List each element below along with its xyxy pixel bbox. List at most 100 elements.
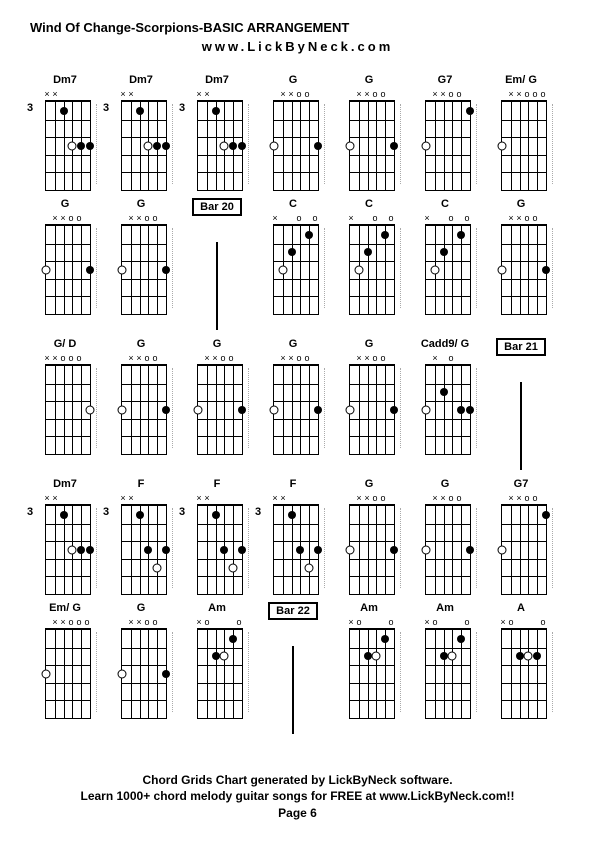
fret-position-label: 3 [103, 102, 109, 114]
string-indicators: ××ooo [499, 90, 547, 98]
fretboard [425, 628, 471, 719]
chord-diagram: ××oo [113, 354, 169, 454]
string-indicators: ×oo [499, 618, 547, 626]
chord-name: Am [360, 602, 378, 616]
chord-name: F [290, 478, 297, 492]
fret-position-label: 3 [179, 102, 185, 114]
chord-diagram: 3×× [37, 494, 93, 594]
chord-diagram: ××ooo [493, 90, 549, 190]
chord-cell: G××oo [182, 338, 252, 470]
footer-line1: Chord Grids Chart generated by LickByNec… [0, 772, 595, 789]
string-indicators: ×× [119, 494, 167, 502]
chord-name: G [517, 198, 526, 212]
string-indicators: ××oo [499, 214, 547, 222]
chord-cell: G7××oo [486, 478, 556, 594]
string-indicators: ××oo [43, 214, 91, 222]
chord-cell: G ××oo [258, 338, 328, 470]
page-subtitle: www.LickByNeck.com [30, 39, 565, 54]
bar-label: Bar 21 [496, 338, 546, 356]
chord-cell: F 3×× [258, 478, 328, 594]
chord-cell: F3×× [106, 478, 176, 594]
chord-cell: Bar 21 [486, 338, 556, 470]
chord-name: Am [436, 602, 454, 616]
fretboard [45, 100, 91, 191]
chord-diagram: ××ooo [37, 354, 93, 454]
footer-line2: Learn 1000+ chord melody guitar songs fo… [0, 788, 595, 805]
chord-name: G [365, 478, 374, 492]
string-indicators: ×oo [347, 214, 395, 222]
chord-name: Cadd9/ G [421, 338, 469, 352]
chord-name: G [61, 198, 70, 212]
chord-name: C [365, 198, 373, 212]
chord-diagram: ×oo [265, 214, 321, 314]
chord-cell: G ××oo [30, 198, 100, 330]
chord-cell: C×oo [258, 198, 328, 330]
chord-diagram: ××oo [265, 90, 321, 190]
chord-cell: G××oo [258, 74, 328, 190]
string-indicators: ×oo [195, 618, 243, 626]
chord-diagram: 3×× [189, 90, 245, 190]
string-indicators: ×× [195, 494, 243, 502]
chord-name: G [289, 338, 298, 352]
chord-cell: Dm73×× [30, 74, 100, 190]
chord-cell: Dm73×× [106, 74, 176, 190]
string-indicators: ××oo [423, 90, 471, 98]
chord-cell: G7 ××oo [410, 74, 480, 190]
chord-name: Em/ G [505, 74, 537, 88]
chord-name: G [441, 478, 450, 492]
fretboard [349, 504, 395, 595]
fretboard [425, 504, 471, 595]
chord-cell: Dm7 3×× [182, 74, 252, 190]
page-footer: Chord Grids Chart generated by LickByNec… [0, 772, 595, 822]
string-indicators: ××oo [119, 214, 167, 222]
chord-name: Em/ G [49, 602, 81, 616]
string-indicators: ××oo [347, 494, 395, 502]
string-indicators: ××oo [271, 354, 319, 362]
chord-name: Dm7 [53, 478, 77, 492]
fretboard [197, 628, 243, 719]
chord-name: G [137, 602, 146, 616]
fretboard [121, 504, 167, 595]
chord-cell: Am ×oo [334, 602, 404, 734]
chord-diagram: ×oo [189, 618, 245, 718]
string-indicators: ×oo [347, 618, 395, 626]
bar-label: Bar 20 [192, 198, 242, 216]
chord-name: G7 [438, 74, 453, 88]
fretboard [501, 100, 547, 191]
chord-name: Dm7 [205, 74, 229, 88]
chord-diagram: 3×× [265, 494, 321, 594]
fretboard [349, 628, 395, 719]
chord-diagram: 3×× [37, 90, 93, 190]
chord-name: F [214, 478, 221, 492]
chord-cell: Am×oo [410, 602, 480, 734]
string-indicators: ××oo [271, 90, 319, 98]
string-indicators: ××oo [119, 354, 167, 362]
string-indicators: ××oo [119, 618, 167, 626]
chord-diagram: ××oo [37, 214, 93, 314]
bar-divider [216, 242, 218, 330]
chord-name: Dm7 [53, 74, 77, 88]
fretboard [273, 364, 319, 455]
chord-name: F [138, 478, 145, 492]
chord-diagram: ××oo [493, 214, 549, 314]
bar-divider [292, 646, 294, 734]
fretboard [121, 364, 167, 455]
string-indicators: ××ooo [43, 618, 91, 626]
fretboard [349, 364, 395, 455]
bar-divider [520, 382, 522, 470]
chord-cell: Bar 22 [258, 602, 328, 734]
fretboard [349, 224, 395, 315]
fretboard [121, 100, 167, 191]
fretboard [197, 100, 243, 191]
chord-cell: G××oo [334, 74, 404, 190]
chord-diagram: ××oo [341, 494, 397, 594]
chord-cell: Cadd9/ G×o [410, 338, 480, 470]
chord-diagram: ×oo [341, 214, 397, 314]
string-indicators: ×oo [423, 214, 471, 222]
chord-cell: G/ D××ooo [30, 338, 100, 470]
fret-position-label: 3 [255, 506, 261, 518]
chord-cell: C ×oo [334, 198, 404, 330]
chord-diagram: 3×× [113, 90, 169, 190]
chord-cell: G××oo [106, 338, 176, 470]
fret-position-label: 3 [179, 506, 185, 518]
